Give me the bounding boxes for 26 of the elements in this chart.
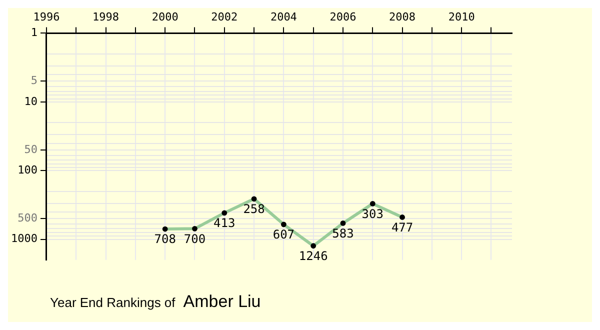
y-tick-label: 1000	[10, 232, 38, 246]
data-label: 477	[391, 220, 414, 234]
x-tick-label: 2004	[270, 10, 298, 24]
x-tick-label: 1998	[92, 10, 120, 24]
y-tick-label: 50	[24, 142, 38, 156]
data-label: 303	[362, 206, 384, 221]
x-tick-label: 2000	[152, 10, 178, 24]
y-tick-label: 5	[30, 74, 38, 88]
data-label: 258	[243, 202, 265, 216]
y-tick-label: 500	[18, 211, 38, 224]
data-label: 700	[184, 232, 206, 246]
y-tick-label: 100	[18, 163, 38, 176]
x-tick-label: 2008	[389, 10, 416, 24]
x-tick-label: 2006	[330, 10, 356, 24]
data-label: 607	[272, 228, 295, 242]
text: Year End Rankings of	[50, 295, 176, 310]
x-tick-label: 1996	[33, 10, 60, 24]
x-tick-label: 2010	[448, 10, 475, 24]
data-label: 708	[154, 232, 176, 246]
text: Amber Liu	[183, 292, 261, 311]
data-label: 413	[214, 216, 236, 230]
data-label: 1246	[298, 249, 328, 264]
x-tick-label: 2002	[211, 10, 238, 24]
y-tick-label: 1	[30, 26, 38, 40]
data-label: 583	[332, 226, 354, 240]
y-tick-label: 10	[24, 94, 38, 108]
